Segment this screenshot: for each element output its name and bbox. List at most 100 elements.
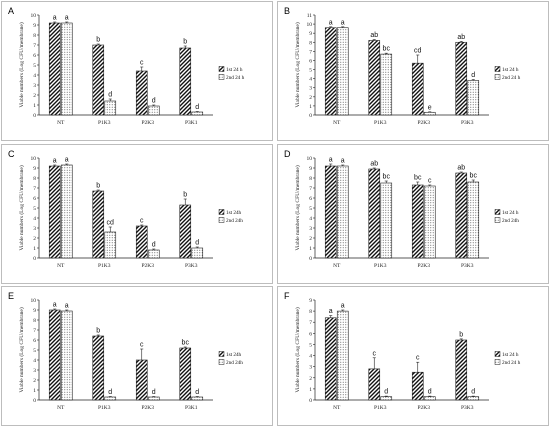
data-label: c: [428, 178, 432, 185]
data-label: bc: [414, 175, 422, 182]
y-tick-label: 10: [307, 156, 313, 162]
data-label: b: [96, 183, 100, 190]
y-tick-label: 8: [33, 176, 36, 182]
legend-swatch: [218, 359, 225, 365]
bar: [423, 396, 436, 401]
y-tick-label: 8: [33, 33, 36, 39]
x-tick-label: P1K3: [374, 263, 387, 269]
y-tick-label: 6: [33, 53, 36, 59]
y-axis-label: Viable numbers (Log CFU/membrane): [294, 165, 301, 251]
data-label: cd: [107, 220, 115, 227]
data-label: a: [53, 302, 57, 309]
y-tick-label: 3: [309, 86, 312, 92]
bar: [467, 80, 480, 116]
y-tick-label: 2: [309, 376, 312, 382]
y-axis-label: Viable numbers (Log CFU/membrane): [18, 307, 25, 393]
data-label: d: [195, 104, 199, 111]
y-tick-label: 5: [33, 206, 36, 212]
data-label: c: [140, 60, 144, 67]
bar: [135, 70, 148, 116]
data-label: cd: [414, 48, 422, 55]
y-tick-label: 9: [309, 166, 312, 172]
y-tick-label: 5: [309, 206, 312, 212]
panel-e: E 0 1 2 3 4 5 6 7 8 9 10 Viable numbers (Log CFU/mem…: [1, 286, 273, 426]
x-tick-label: NT: [333, 263, 341, 269]
bar: [104, 396, 117, 401]
y-tick-label: 9: [309, 31, 312, 37]
bar: [423, 111, 436, 116]
x-tick-label: P2K3: [141, 120, 154, 126]
y-tick-label: 5: [309, 342, 312, 348]
y-tick-label: 4: [309, 216, 312, 222]
y-tick-label: 9: [33, 23, 36, 29]
legend-swatch: [218, 217, 225, 223]
panel-letter: F: [284, 291, 290, 301]
data-label: d: [152, 242, 156, 249]
data-label: c: [140, 342, 144, 349]
legend-label: 1st 24 h: [502, 210, 519, 216]
data-label: c: [416, 355, 420, 362]
legend-label: 1st 24 h: [502, 67, 519, 73]
data-label: d: [195, 240, 199, 247]
legend-swatch: [494, 351, 501, 357]
data-label: d: [108, 92, 112, 99]
x-tick-label: P2K3: [417, 120, 430, 126]
y-tick-label: 7: [33, 186, 36, 192]
y-tick-label: 4: [33, 358, 36, 364]
y-tick-label: 9: [33, 166, 36, 172]
x-tick-label: P3K3: [461, 405, 474, 411]
legend-swatch: [494, 359, 501, 365]
x-tick-label: P2K3: [417, 263, 430, 269]
y-tick-label: 3: [309, 226, 312, 232]
bar: [104, 100, 117, 116]
x-tick-label: P1K3: [374, 120, 387, 126]
x-tick-label: NT: [57, 120, 65, 126]
y-axis-label: Viable numbers (Log CFU/membrane): [18, 165, 25, 251]
y-tick-label: 4: [309, 354, 312, 360]
y-tick-label: 3: [33, 226, 36, 232]
data-label: ab: [457, 165, 465, 172]
data-label: a: [341, 19, 345, 26]
x-tick-label: P2K3: [141, 405, 154, 411]
bar: [411, 62, 424, 116]
chart-1: B 0 1 2 3 4 5 6 7 8 9 10 11 Viable numbers (Log CFU/m…: [277, 1, 549, 141]
bar: [92, 44, 105, 116]
bar: [60, 164, 73, 259]
panel-letter: E: [8, 291, 14, 301]
data-label: d: [471, 389, 475, 396]
bar: [467, 181, 480, 259]
bar: [48, 165, 61, 259]
y-axis-label: Viable numbers (Log CFU/membrane): [294, 22, 301, 108]
panel-letter: D: [284, 149, 291, 159]
y-tick-label: 0: [309, 113, 312, 119]
y-tick-label: 8: [309, 309, 312, 315]
x-tick-label: NT: [333, 405, 341, 411]
data-label: bc: [182, 340, 190, 347]
bar: [455, 41, 468, 116]
data-label: c: [140, 218, 144, 225]
legend-label: 2nd 24h: [226, 218, 243, 224]
legend-swatch: [494, 217, 501, 223]
y-tick-label: 5: [33, 63, 36, 69]
x-tick-label: P1K3: [374, 405, 387, 411]
data-label: d: [152, 389, 156, 396]
legend-label: 2nd 24 h: [502, 360, 521, 366]
data-label: d: [195, 389, 199, 396]
y-tick-label: 9: [33, 308, 36, 314]
y-tick-label: 6: [309, 58, 312, 64]
x-tick-label: P3K3: [185, 263, 198, 269]
bar: [368, 368, 381, 401]
y-axis-label: Viable numbers (Log CFU/membrane): [294, 307, 301, 393]
x-tick-label: NT: [333, 120, 341, 126]
bar: [60, 22, 73, 116]
bar: [368, 40, 381, 116]
y-tick-label: 7: [33, 43, 36, 49]
bar: [336, 310, 349, 401]
bar: [179, 347, 192, 401]
x-tick-label: P3K1: [185, 405, 198, 411]
legend-label: 2nd 24h: [226, 360, 243, 366]
legend-label: 2nd 24h: [502, 218, 519, 224]
legend-swatch: [218, 351, 225, 357]
panel-c: C 0 1 2 3 4 5 6 7 8 9 10 Viable numbers (Log CFU/mem…: [1, 144, 273, 284]
